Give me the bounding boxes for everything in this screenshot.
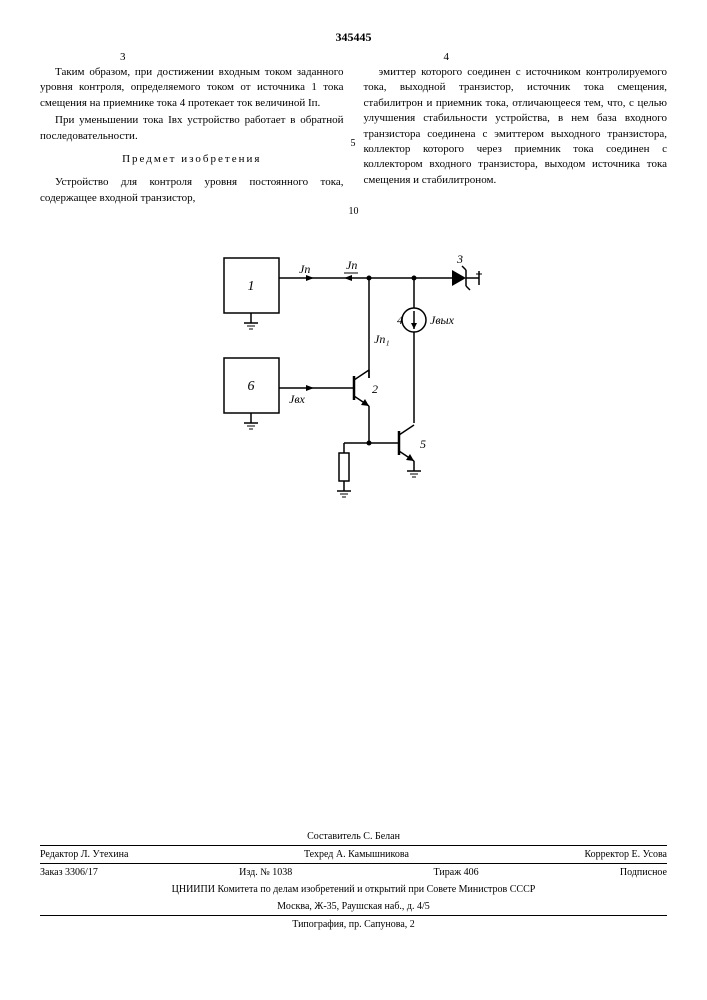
line-marker-10: 10	[349, 205, 359, 219]
corrector: Корректор Е. Усова	[584, 849, 667, 860]
right-column-number: 4	[444, 50, 450, 65]
compiler-line: Составитель С. Белан	[40, 831, 667, 845]
line-marker-5: 5	[351, 137, 356, 151]
right-column: 4 эмиттер которого соединен с источником…	[364, 65, 668, 208]
editor: Редактор Л. Утехина	[40, 849, 128, 860]
circuit-diagram: 1 Jп Jп 3 Jп₁ 4	[40, 248, 667, 508]
left-column: 3 Таким образом, при достижении входным …	[40, 65, 344, 208]
transistor-5-label: 5	[420, 437, 426, 451]
footer-block: Составитель С. Белан Редактор Л. Утехина…	[40, 831, 667, 930]
box-1-label: 1	[247, 279, 254, 294]
left-para-2: При уменьшении тока Iвх устройство работ…	[40, 113, 344, 144]
jbyx-label: Jвых	[430, 313, 455, 327]
section-title: Предмет изобретения	[40, 152, 344, 167]
text-columns: 3 Таким образом, при достижении входным …	[40, 65, 667, 208]
jn1-label: Jп₁	[374, 332, 390, 346]
resistor	[339, 453, 349, 481]
editor-row: Редактор Л. Утехина Техред А. Камышников…	[40, 845, 667, 863]
diode-3-label: 3	[456, 252, 463, 266]
document-number: 345445	[40, 30, 667, 45]
box-6-label: 6	[247, 379, 254, 394]
transistor-2-label: 2	[372, 382, 378, 396]
left-column-number: 3	[120, 50, 126, 65]
jn-left-label: Jп	[299, 262, 310, 276]
izd: Изд. № 1038	[239, 867, 292, 878]
techred: Техред А. Камышникова	[304, 849, 409, 860]
typography-line: Типография, пр. Сапунова, 2	[40, 915, 667, 930]
left-claim: Устройство для контроля уровня постоянно…	[40, 175, 344, 206]
right-para: эмиттер которого соединен с источником к…	[364, 65, 668, 188]
order-row: Заказ 3306/17 Изд. № 1038 Тираж 406 Подп…	[40, 863, 667, 881]
circuit-svg: 1 Jп Jп 3 Jп₁ 4	[214, 248, 494, 508]
left-para-1: Таким образом, при достижении входным то…	[40, 65, 344, 111]
order: Заказ 3306/17	[40, 867, 98, 878]
tirazh: Тираж 406	[434, 867, 479, 878]
jbx-label: Jвх	[289, 392, 306, 406]
podpisnoe: Подписное	[620, 867, 667, 878]
jn-right-label: Jп	[346, 258, 357, 272]
org-line: ЦНИИПИ Комитета по делам изобретений и о…	[40, 881, 667, 898]
source-4-label: 4	[397, 313, 403, 327]
address-line: Москва, Ж-35, Раушская наб., д. 4/5	[40, 898, 667, 915]
